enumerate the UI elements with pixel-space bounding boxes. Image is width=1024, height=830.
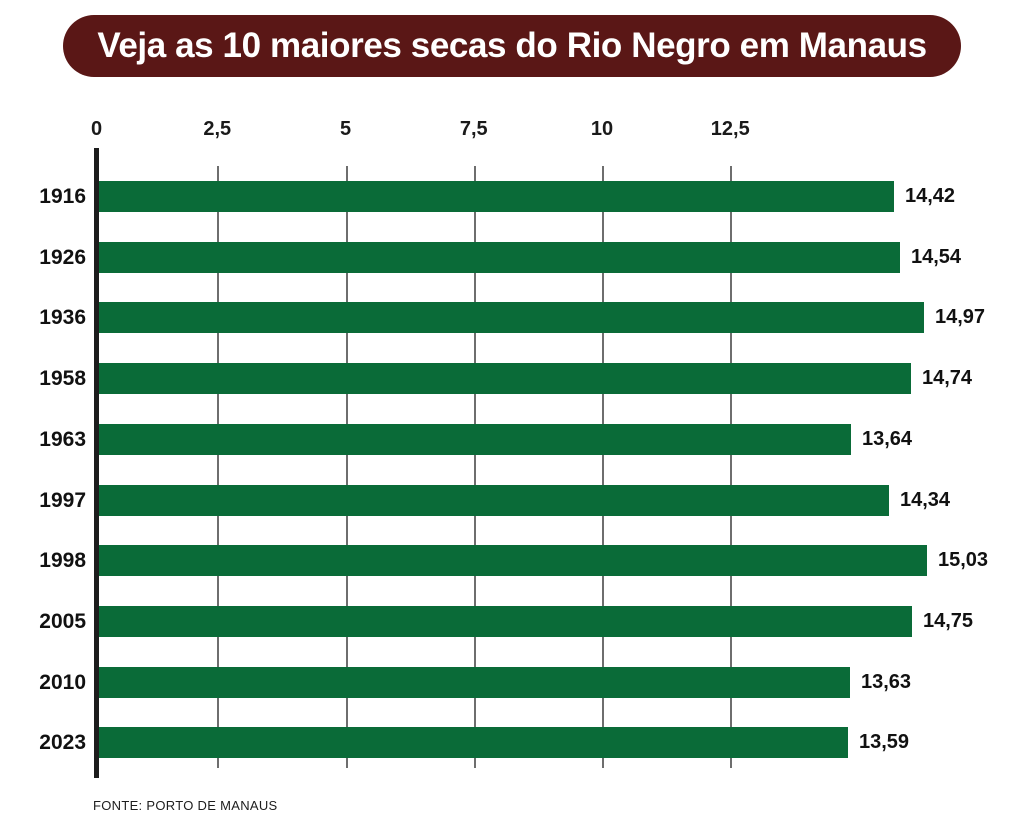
year-label: 1916 <box>39 185 86 208</box>
bar <box>99 181 894 212</box>
value-label: 13,64 <box>862 428 913 450</box>
x-axis-tick-label: 10 <box>590 118 614 140</box>
gridline <box>474 166 476 768</box>
value-label: 14,74 <box>922 367 973 389</box>
value-label: 14,75 <box>923 610 974 632</box>
value-label: 13,63 <box>861 671 912 693</box>
bar <box>99 424 851 455</box>
bar <box>99 727 848 758</box>
x-axis-tick-label: 12,5 <box>710 118 750 140</box>
year-label: 1936 <box>39 306 86 329</box>
bar <box>99 606 912 637</box>
year-label: 1926 <box>39 246 86 269</box>
year-label: 1958 <box>39 367 86 390</box>
x-axis-tick-label: 5 <box>339 118 352 140</box>
value-label: 14,97 <box>935 306 986 328</box>
gridline <box>217 166 219 768</box>
gridline <box>730 166 732 768</box>
gridline <box>602 166 604 768</box>
gridline <box>346 166 348 768</box>
x-axis-tick-label: 7,5 <box>459 118 488 140</box>
bar <box>99 545 927 576</box>
title-banner: Veja as 10 maiores secas do Rio Negro em… <box>63 15 961 77</box>
year-label: 2010 <box>39 671 86 694</box>
bar <box>99 242 900 273</box>
source-note: FONTE: PORTO DE MANAUS <box>93 798 278 813</box>
value-label: 14,42 <box>905 185 956 207</box>
bar <box>99 363 911 394</box>
y-axis-line <box>94 148 99 778</box>
value-label: 14,54 <box>911 246 962 268</box>
chart-title: Veja as 10 maiores secas do Rio Negro em… <box>97 26 927 65</box>
year-label: 2023 <box>39 731 86 754</box>
year-label: 1998 <box>39 549 86 572</box>
bar <box>99 302 924 333</box>
bar <box>99 485 889 516</box>
x-axis-tick-label: 2,5 <box>203 118 232 140</box>
year-label: 1963 <box>39 428 86 451</box>
bar <box>99 667 850 698</box>
year-label: 2005 <box>39 610 86 633</box>
value-label: 14,34 <box>900 489 951 511</box>
x-axis-tick-label: 0 <box>90 118 103 140</box>
year-label: 1997 <box>39 489 86 512</box>
value-label: 13,59 <box>859 731 910 753</box>
value-label: 15,03 <box>938 549 989 571</box>
